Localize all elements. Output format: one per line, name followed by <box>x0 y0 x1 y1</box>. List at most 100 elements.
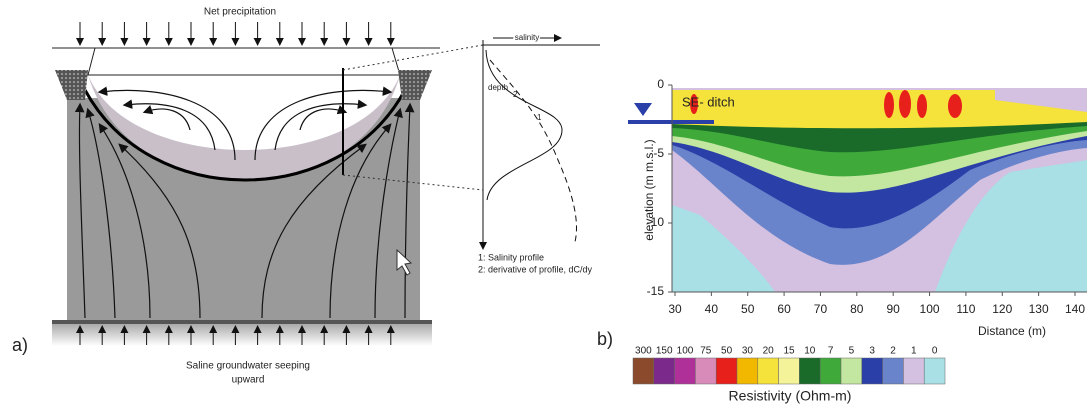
zone <box>884 92 894 118</box>
leader <box>342 174 484 191</box>
red-zones <box>690 90 962 118</box>
x-tick-label: 80 <box>850 302 864 316</box>
flow-line <box>118 143 201 319</box>
x-tick-label: 110 <box>956 302 975 316</box>
x-tick-label: 70 <box>814 302 828 316</box>
base <box>52 320 432 324</box>
colorbar-label: 0 <box>932 346 938 357</box>
colorbar-swatch <box>653 357 675 385</box>
flow-line <box>98 123 151 319</box>
x-tick-label: 130 <box>1029 302 1049 316</box>
colorbar-label: 30 <box>742 346 754 357</box>
colorbar-label: 100 <box>677 346 694 357</box>
panel-label: b) <box>597 329 613 349</box>
x-tick-label: 140 <box>1065 302 1085 316</box>
top-label: Net precipitation <box>204 7 276 18</box>
colorbar-label: 50 <box>721 346 733 357</box>
x-tick-label: 100 <box>920 302 940 316</box>
flow-lines <box>74 86 415 319</box>
flow-line <box>329 123 392 319</box>
derivative-curve <box>489 59 577 243</box>
bottom-label: upward <box>232 375 265 386</box>
colorbar-label: 20 <box>763 346 775 357</box>
leader <box>342 44 484 71</box>
flow-line <box>299 105 348 131</box>
zone <box>672 205 775 292</box>
panel-b: SE- ditch elevation (m m.s.l.) Distance … <box>597 77 1087 404</box>
salinity-curve <box>485 49 563 201</box>
colorbar-label: 7 <box>828 346 834 357</box>
bottom-label: Saline groundwater seeping <box>186 361 310 372</box>
colorbar-swatch <box>903 357 925 385</box>
x-axis-label: Distance (m) <box>978 324 1046 338</box>
colorbar-label: 10 <box>804 346 816 357</box>
zone <box>690 94 698 114</box>
colorbar-label: 3 <box>869 346 875 357</box>
colorbar-swatch <box>778 357 800 385</box>
flow-line <box>122 99 216 151</box>
ditch <box>55 70 88 100</box>
y-tick-label: -15 <box>647 284 665 298</box>
cursor <box>396 248 413 276</box>
y-axis-label: elevation (m m.s.l.) <box>642 139 656 240</box>
colorbar-swatch <box>923 357 946 385</box>
zone <box>948 94 962 118</box>
curve-label: 2 <box>513 90 518 99</box>
colorbar-swatch <box>840 357 863 385</box>
y-tick-label: -5 <box>653 146 664 160</box>
flow-line <box>97 86 236 161</box>
zone <box>899 90 911 118</box>
x-tick-label: 30 <box>668 302 682 316</box>
profile-legend: 2: derivative of profile, dC/dy <box>478 264 593 274</box>
interface <box>83 89 407 182</box>
zone <box>672 120 1087 153</box>
flow-line <box>274 99 368 151</box>
flow-line <box>374 107 403 319</box>
depth-label: depth <box>488 83 508 92</box>
colorbar-label: 1 <box>911 346 917 357</box>
colorbar-swatch <box>757 357 779 385</box>
colorbar-swatch <box>632 357 655 385</box>
colorbar-label: 75 <box>700 346 712 357</box>
x-tick-label: 40 <box>705 302 719 316</box>
zone <box>917 94 927 118</box>
colorbar-title: Resistivity (Ohm-m) <box>729 388 852 404</box>
y-tick-label: 0 <box>657 77 664 91</box>
colorbar-swatch <box>882 357 904 385</box>
x-tick-label: 90 <box>887 302 901 316</box>
flow-line <box>261 143 367 319</box>
ditch <box>398 70 432 100</box>
flow-line <box>254 86 393 161</box>
colorbar-swatch <box>861 357 883 385</box>
panel-label: a) <box>12 335 28 355</box>
colorbar-swatch <box>736 357 759 385</box>
colorbar-label: 2 <box>890 346 896 357</box>
salinity-label: salinity <box>515 33 539 42</box>
flow-line <box>142 105 191 131</box>
colorbar-label: 150 <box>656 346 673 357</box>
flow-line <box>74 102 86 319</box>
x-tick-label: 60 <box>777 302 791 316</box>
colorbar-label: 300 <box>635 346 652 357</box>
profile-legend: 1: Salinity profile <box>478 252 544 262</box>
colorbar-swatch <box>695 357 717 385</box>
zone <box>935 160 1087 292</box>
surface <box>87 47 401 76</box>
curve-label: 1 <box>537 113 542 122</box>
colorbar-label: 5 <box>849 346 855 357</box>
colorbar-swatch <box>819 357 842 385</box>
colorbar-label: 15 <box>783 346 795 357</box>
x-tick-label: 120 <box>992 302 1012 316</box>
colorbar-swatch <box>715 357 738 385</box>
panel-a: salinity depth 1 2 1: Salinity profile 2… <box>12 7 600 386</box>
water-marker <box>634 103 652 116</box>
x-tick-label: 50 <box>741 302 755 316</box>
colorbar-swatch <box>799 357 821 385</box>
flow-line <box>404 102 415 319</box>
annotation: SE- ditch <box>682 94 735 109</box>
saline-zone <box>52 324 432 346</box>
flow-line <box>85 107 116 319</box>
y-tick-label: -10 <box>647 215 665 229</box>
colorbar-swatch <box>674 357 696 385</box>
